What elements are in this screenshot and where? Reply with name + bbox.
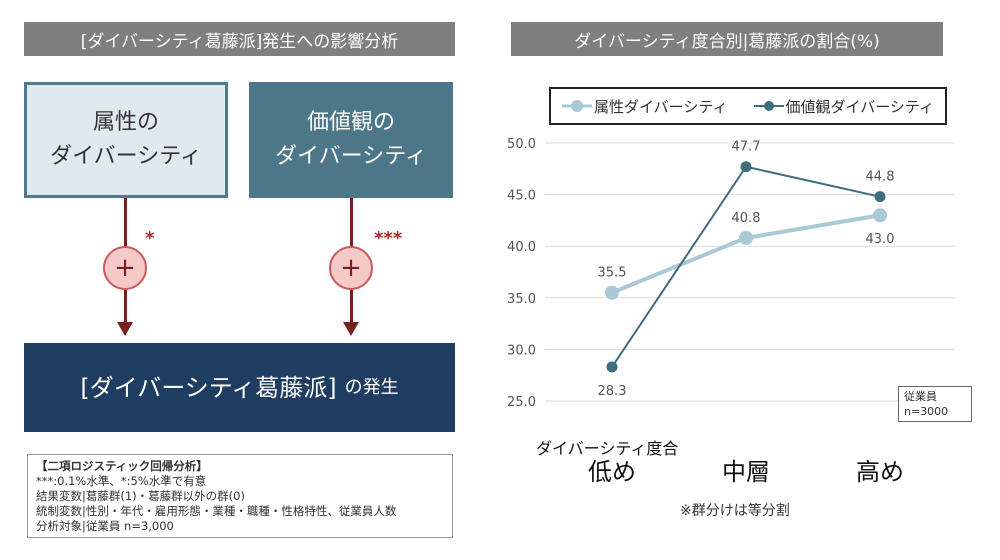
attribute-diversity-box: 属性の ダイバーシティ xyxy=(24,82,228,198)
value-diversity-box: 価値観の ダイバーシティ xyxy=(249,82,453,198)
data-point xyxy=(873,208,887,223)
x-tick-label: 高め xyxy=(856,458,904,486)
significance-2: *** xyxy=(374,228,403,249)
data-point xyxy=(605,285,619,300)
note-line: 分析対象|従業員 n=3,000 xyxy=(36,519,174,533)
note-line: 統制変数|性別・年代・雇用形態・業種・職種・性格特性、従業員人数 xyxy=(36,504,397,518)
analysis-note: 【二項ロジスティック回帰分析】 ***:0.1%水準、*:5%水準で有意 結果変… xyxy=(27,454,453,538)
y-tick-label: 40.0 xyxy=(507,240,536,255)
data-label: 43.0 xyxy=(866,232,895,247)
data-point xyxy=(739,230,753,245)
y-tick-label: 50.0 xyxy=(507,137,536,152)
result-suffix: の発生 xyxy=(344,376,399,398)
result-box: [ダイバーシティ葛藤派] の発生 xyxy=(24,343,455,432)
result-main: [ダイバーシティ葛藤派] xyxy=(80,373,337,402)
data-label: 28.3 xyxy=(598,384,627,399)
data-label: 47.7 xyxy=(732,140,761,155)
note-line: 結果変数|葛藤群(1)・葛藤群以外の群(0) xyxy=(36,489,245,503)
series-line xyxy=(611,213,881,295)
legend-item: 属性ダイバーシティ xyxy=(561,96,728,117)
y-tick-label: 30.0 xyxy=(507,343,536,358)
data-label: 44.8 xyxy=(866,170,895,185)
x-tick-label: 中層 xyxy=(722,458,770,486)
data-point xyxy=(606,361,618,373)
left-title: [ダイバーシティ葛藤派]発生への影響分析 xyxy=(24,22,455,56)
note-line: ***:0.1%水準、*:5%水準で有意 xyxy=(36,474,207,488)
data-point xyxy=(874,191,886,203)
arrow-head-2 xyxy=(343,322,359,336)
sample-size-note: 従業員 n=3000 xyxy=(898,386,972,422)
significance-1: * xyxy=(145,228,155,249)
data-label: 40.8 xyxy=(732,211,761,226)
data-label: 35.5 xyxy=(598,266,627,281)
y-tick-label: 45.0 xyxy=(507,189,536,204)
legend-item: 価値観ダイバーシティ xyxy=(753,96,934,117)
y-tick-label: 25.0 xyxy=(507,395,536,410)
series-line xyxy=(611,165,881,368)
right-title: ダイバーシティ度合別|葛藤派の割合(%) xyxy=(511,22,943,56)
note-line: 【二項ロジスティック回帰分析】 xyxy=(36,459,208,473)
arrow-head-1 xyxy=(117,322,133,336)
data-point xyxy=(740,161,752,173)
legend: 属性ダイバーシティ 価値観ダイバーシティ xyxy=(549,87,947,125)
y-tick-label: 35.0 xyxy=(507,292,536,307)
plus-icon: + xyxy=(103,246,147,290)
x-tick-label: 低め xyxy=(588,458,636,486)
group-note: ※群分けは等分割 xyxy=(680,503,790,519)
plus-icon: + xyxy=(329,246,373,290)
x-axis-label: ダイバーシティ度合 xyxy=(536,439,679,458)
